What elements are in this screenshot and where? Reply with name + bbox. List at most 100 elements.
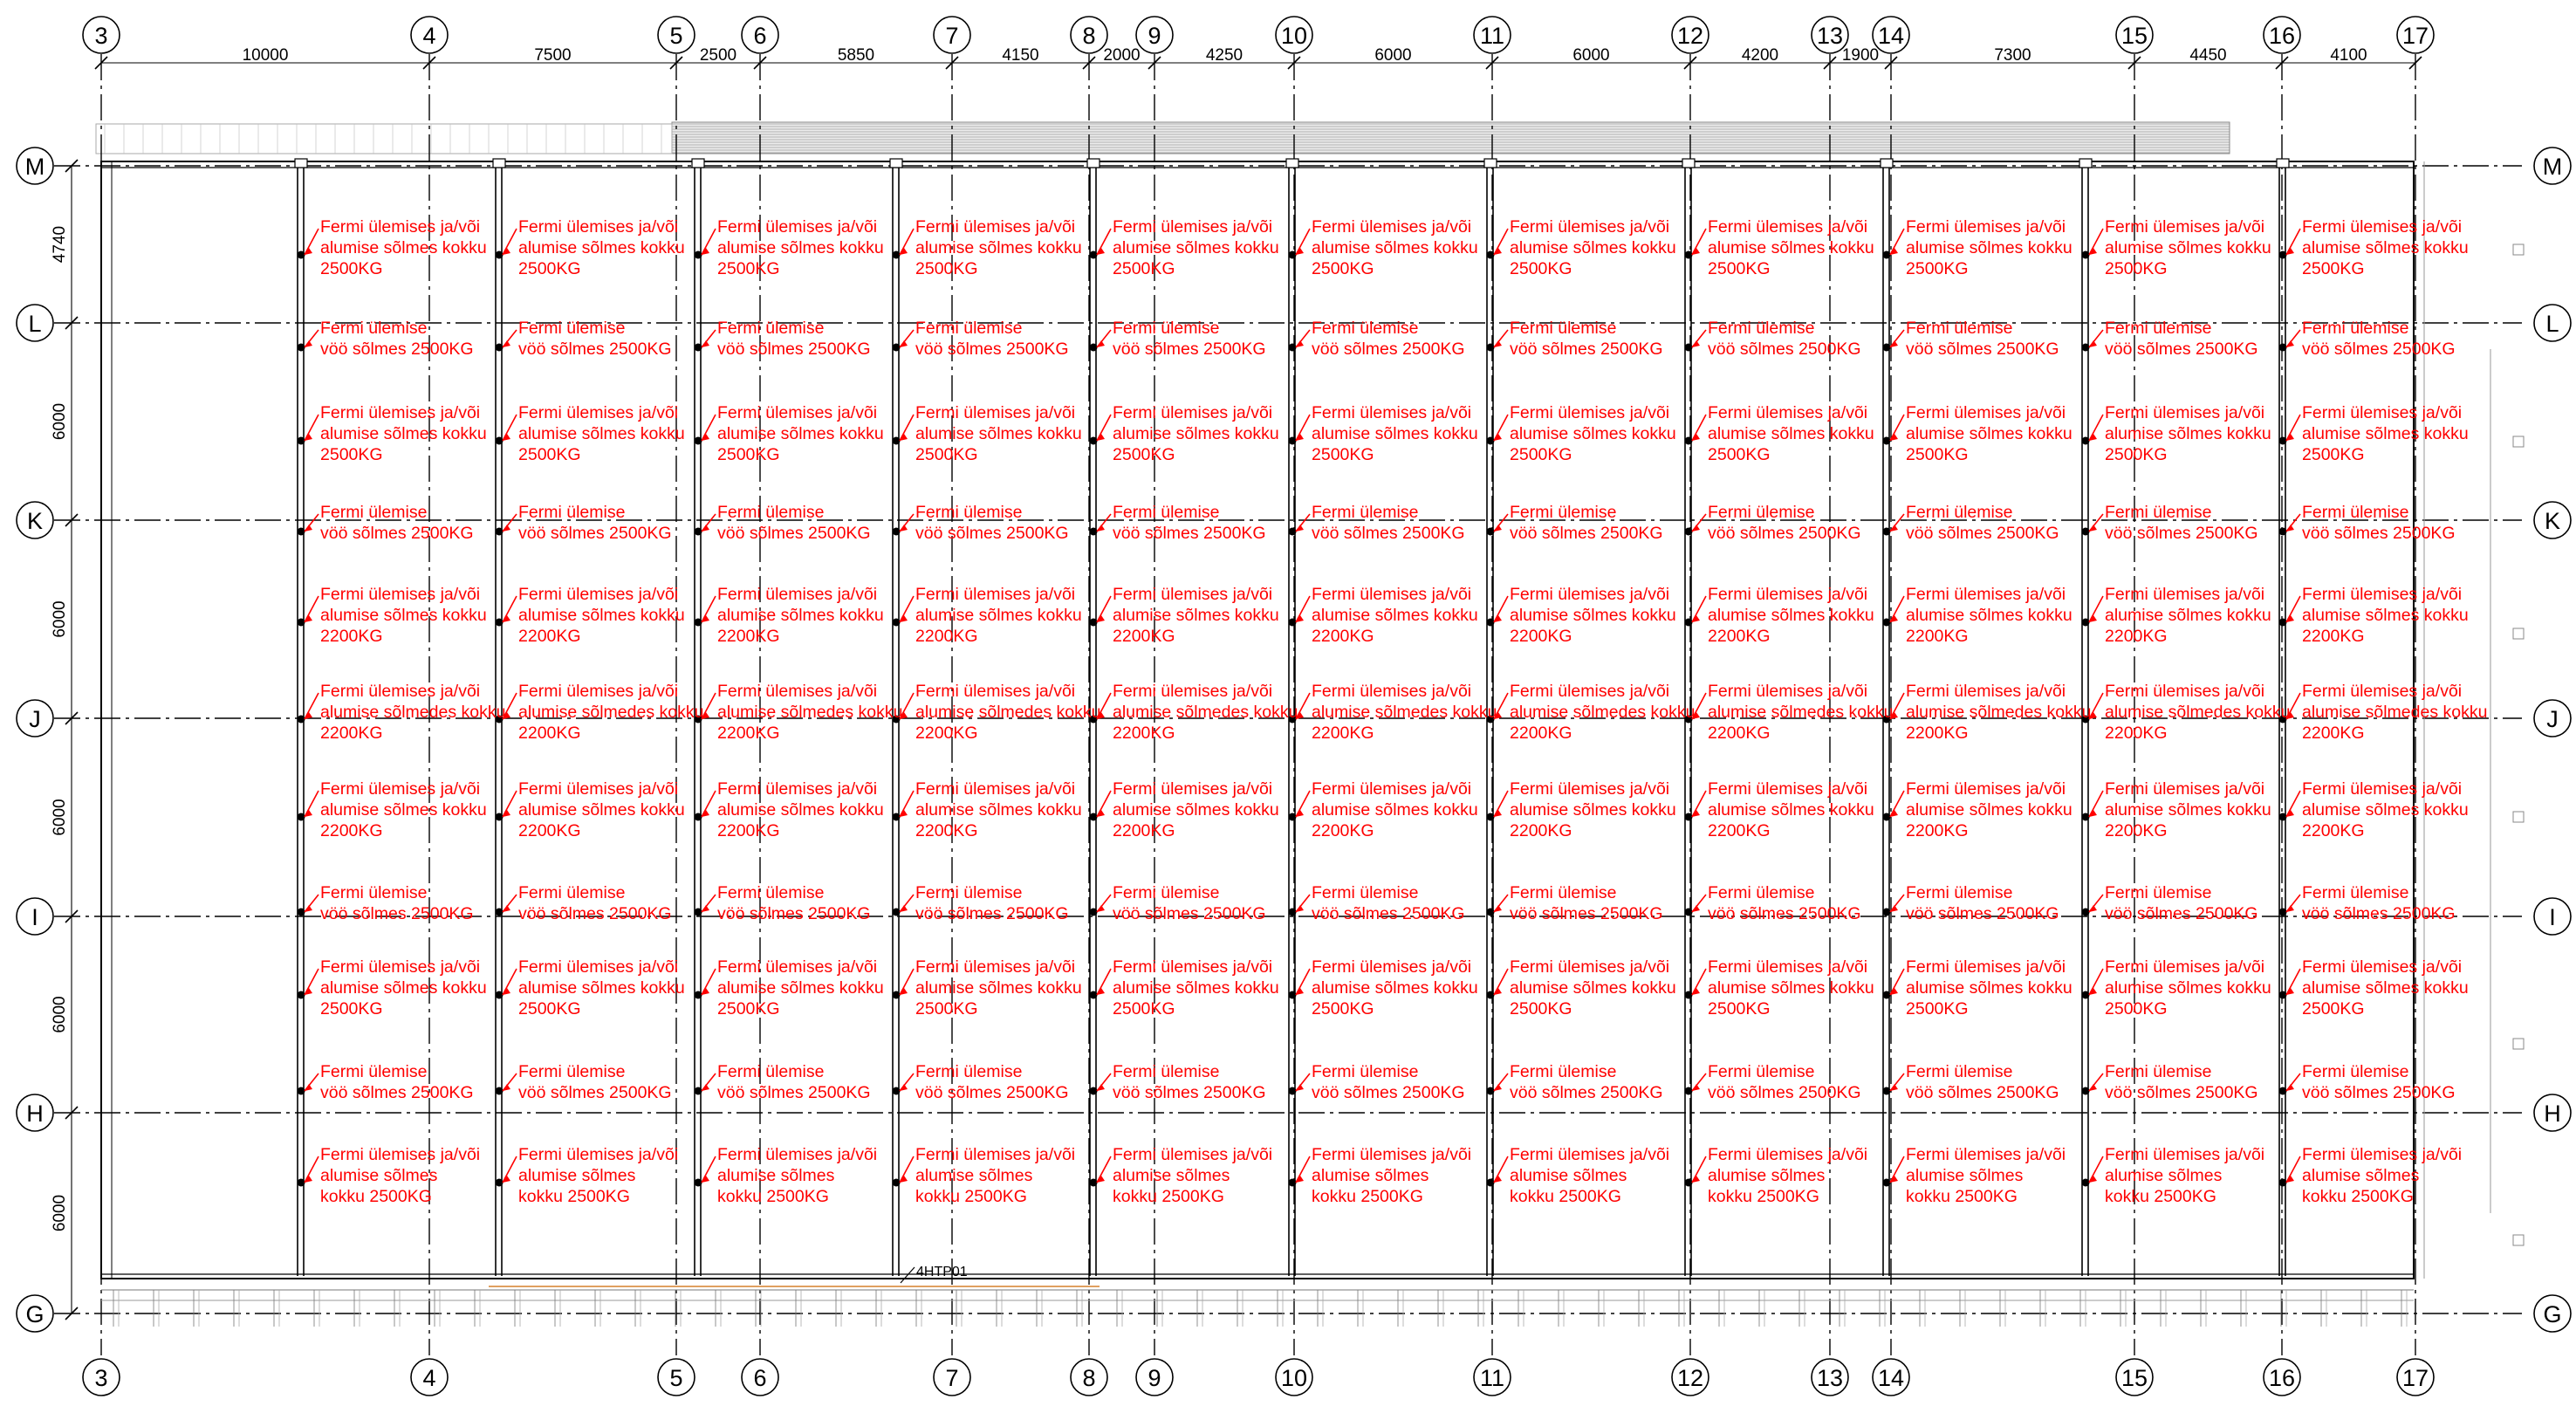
load-annotation-line: alumise sõlmes kokku: [1510, 800, 1676, 820]
load-annotation-line: vöö sõlmes 2500KG: [1510, 524, 1663, 543]
truss-node: [2278, 715, 2287, 724]
load-annotation-line: vöö sõlmes 2500KG: [2302, 339, 2456, 359]
load-annotation: Fermi ülemises ja/või alumise sõlmes kokk…: [502, 585, 685, 646]
truss-node: [1089, 618, 1098, 627]
truss-node: [2081, 436, 2090, 445]
column-dimension: 10000: [243, 46, 289, 65]
load-annotation: Fermi ülemises ja/või alumise sõlmes kokk…: [2088, 957, 2271, 1018]
load-annotation: Fermi ülemises ja/või alumise sõlmes kokk…: [304, 585, 487, 646]
load-annotation-line: alumise sõlmes kokku: [717, 978, 884, 998]
truss-node: [495, 991, 504, 999]
load-annotation-line: 2200KG: [1906, 724, 1969, 743]
load-annotation-line: alumise sõlmes kokku: [320, 238, 487, 257]
load-annotation: Fermi ülemise vöö sõlmes 2500KG: [502, 503, 672, 543]
svg-text:I: I: [2549, 904, 2556, 930]
load-annotation-line: 2500KG: [1708, 259, 1771, 278]
load-annotation: Fermi ülemises ja/või alumise sõlmes kokk…: [2285, 217, 2469, 278]
load-annotation-line: Fermi ülemises ja/või: [1906, 403, 2066, 422]
load-annotation-line: 2200KG: [518, 821, 581, 840]
truss-node: [1486, 908, 1495, 916]
row-dimension: 6000: [51, 799, 69, 835]
truss-node: [1486, 527, 1495, 536]
load-annotation-line: alumise sõlmes kokku: [1312, 978, 1478, 998]
load-annotation-line: vöö sõlmes 2500KG: [1906, 339, 2059, 359]
load-annotation-line: 2500KG: [2302, 445, 2365, 464]
svg-text:7: 7: [945, 23, 958, 49]
column-axis-bubble-bottom: 12: [1671, 1358, 1709, 1396]
svg-text:15: 15: [2121, 23, 2148, 49]
right-edge-markers: [2512, 243, 2525, 1246]
load-annotation: Fermi ülemises ja/või alumise sõlmedes ko…: [1096, 682, 1298, 743]
svg-text:11: 11: [1480, 1365, 1504, 1391]
load-annotation: Fermi ülemises ja/või alumise sõlmes kokk…: [701, 779, 884, 840]
truss-node: [1288, 618, 1297, 627]
load-annotation-line: Fermi ülemise: [518, 319, 625, 338]
truss-node: [892, 1178, 901, 1187]
load-annotation: Fermi ülemise vöö sõlmes 2500KG: [2088, 1062, 2258, 1102]
load-annotation-line: vöö sõlmes 2500KG: [1510, 1083, 1663, 1102]
load-annotation-line: Fermi ülemises ja/või: [2302, 957, 2462, 977]
load-annotation-line: alumise sõlmes kokku: [1708, 800, 1874, 820]
load-annotation-line: vöö sõlmes 2500KG: [320, 524, 474, 543]
column-axis-bubble-bottom: 17: [2396, 1358, 2435, 1396]
truss-node: [892, 618, 901, 627]
load-annotation-line: vöö sõlmes 2500KG: [518, 524, 672, 543]
load-annotation: Fermi ülemises ja/või alumise sõlmes kokk…: [304, 779, 487, 840]
load-annotation: Fermi ülemises ja/või alumise sõlmes kokk…: [701, 585, 884, 646]
load-annotation-line: 2200KG: [320, 821, 383, 840]
load-annotation-line: 2500KG: [1312, 999, 1374, 1018]
load-annotation-line: Fermi ülemises ja/või: [1708, 403, 1867, 422]
load-annotation-line: alumise sõlmes kokku: [1312, 238, 1478, 257]
row-axis-bubble-right: L: [2533, 304, 2572, 342]
load-annotation: Fermi ülemises ja/või alumise sõlmes kokku…: [502, 1145, 678, 1206]
load-annotation-line: 2500KG: [2105, 445, 2168, 464]
truss-node: [297, 908, 305, 916]
load-annotation-line: 2200KG: [1312, 627, 1374, 646]
load-annotation-line: Fermi ülemises ja/või: [915, 682, 1075, 701]
svg-text:17: 17: [2402, 1365, 2429, 1391]
load-annotation-line: vöö sõlmes 2500KG: [915, 339, 1069, 359]
load-annotation-line: 2500KG: [1708, 999, 1771, 1018]
load-annotation-line: 2500KG: [2302, 259, 2365, 278]
load-annotation: Fermi ülemises ja/või alumise sõlmes kokk…: [701, 217, 884, 278]
truss-node: [1089, 715, 1098, 724]
load-annotation-line: kokku 2500KG: [1708, 1187, 1819, 1206]
load-annotation-line: alumise sõlmedes kokku: [1708, 703, 1893, 722]
truss-node: [1882, 813, 1891, 821]
load-annotation: Fermi ülemises ja/või alumise sõlmes kokk…: [2285, 779, 2469, 840]
load-annotation: Fermi ülemise vöö sõlmes 2500KG: [2285, 503, 2456, 543]
load-annotation-line: 2200KG: [1113, 627, 1175, 646]
column-axis-bubble-top: 8: [1070, 16, 1108, 54]
load-annotation: Fermi ülemise vöö sõlmes 2500KG: [899, 503, 1069, 543]
load-annotation: Fermi ülemise vöö sõlmes 2500KG: [701, 503, 871, 543]
svg-text:14: 14: [1878, 23, 1904, 49]
load-annotation-line: Fermi ülemise: [1312, 319, 1418, 338]
load-annotation-line: Fermi ülemises ja/või: [1906, 217, 2066, 237]
truss-node: [1684, 1178, 1693, 1187]
svg-text:12: 12: [1677, 1365, 1703, 1391]
svg-text:14: 14: [1878, 1365, 1904, 1391]
load-annotation-line: alumise sõlmes kokku: [1708, 424, 1874, 443]
load-annotation-line: Fermi ülemises ja/või: [717, 1145, 877, 1164]
load-annotation-line: 2500KG: [2105, 259, 2168, 278]
svg-text:M: M: [25, 154, 45, 180]
truss-node: [892, 1087, 901, 1095]
load-annotation-line: vöö sõlmes 2500KG: [1312, 1083, 1465, 1102]
load-annotation: Fermi ülemise vöö sõlmes 2500KG: [2285, 1062, 2456, 1102]
load-annotation: Fermi ülemise vöö sõlmes 2500KG: [701, 319, 871, 359]
load-annotation: Fermi ülemise vöö sõlmes 2500KG: [1691, 883, 1861, 923]
truss-node: [694, 250, 702, 259]
truss-node: [297, 618, 305, 627]
load-annotation-line: Fermi ülemise: [1708, 319, 1814, 338]
truss-node: [495, 908, 504, 916]
